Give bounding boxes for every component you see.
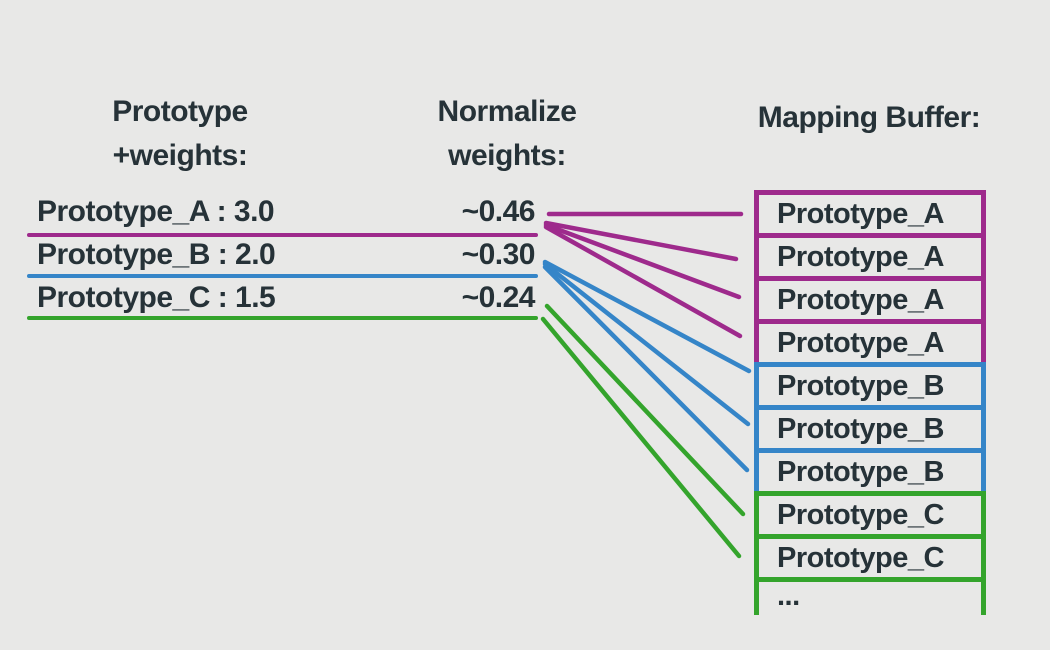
weight-row: Prototype_A : 3.0 ~0.46: [27, 194, 538, 230]
normalize-weights-heading-line1: Normalize: [437, 95, 577, 128]
buffer-row-label: Prototype_A: [777, 197, 944, 230]
prototype-weights-heading: Prototype +weights:: [40, 90, 320, 178]
weight-underline: [27, 274, 538, 278]
buffer-row-label: Prototype_A: [777, 283, 944, 316]
weight-label: Prototype_C : 1.5: [37, 281, 276, 314]
connection-line: [540, 316, 742, 559]
prototype-weights-heading-line1: Prototype: [112, 95, 248, 128]
weight-underline: [27, 316, 538, 320]
buffer-row-label: Prototype_B: [777, 412, 944, 445]
buffer-row: Prototype_C: [754, 534, 986, 577]
buffer-row-ellipsis: ...: [754, 577, 986, 615]
prototype-weights-heading-line2: +weights:: [112, 139, 248, 172]
buffer-row: Prototype_A: [754, 319, 986, 362]
weight-normalized-value: ~0.30: [461, 238, 536, 271]
weight-row: Prototype_B : 2.0 ~0.30: [27, 237, 538, 273]
connection-line: [543, 220, 739, 262]
mapping-buffer: Prototype_A Prototype_A Prototype_A Prot…: [754, 190, 986, 615]
connection-line: [542, 261, 751, 427]
normalize-weights-heading-line2: weights:: [448, 139, 566, 172]
weight-normalized-value: ~0.46: [461, 195, 536, 228]
connection-line: [543, 222, 742, 300]
buffer-row: Prototype_B: [754, 448, 986, 491]
connection-line: [542, 264, 750, 473]
buffer-row: Prototype_B: [754, 362, 986, 405]
connection-line: [543, 224, 743, 339]
buffer-row-label: ...: [777, 580, 800, 612]
weight-label: Prototype_B : 2.0: [37, 238, 276, 271]
buffer-row: Prototype_A: [754, 276, 986, 319]
buffer-row-label: Prototype_A: [777, 326, 944, 359]
normalize-weights-heading: Normalize weights:: [367, 90, 647, 178]
weight-underline: [27, 233, 538, 237]
buffer-row: Prototype_C: [754, 491, 986, 534]
weight-normalized-value: ~0.24: [461, 281, 536, 314]
buffer-row-label: Prototype_C: [777, 498, 944, 531]
buffer-row-label: Prototype_B: [777, 455, 944, 488]
weight-label: Prototype_A : 3.0: [37, 195, 275, 228]
weight-row: Prototype_C : 1.5 ~0.24: [27, 280, 538, 316]
mapping-buffer-heading: Mapping Buffer:: [757, 101, 981, 134]
buffer-row: Prototype_A: [754, 233, 986, 276]
buffer-row: Prototype_B: [754, 405, 986, 448]
buffer-row-label: Prototype_A: [777, 240, 944, 273]
buffer-row-label: Prototype_C: [777, 541, 944, 574]
connection-line: [544, 303, 746, 517]
buffer-row-label: Prototype_B: [777, 369, 944, 402]
buffer-row: Prototype_A: [754, 190, 986, 233]
connection-line: [542, 259, 752, 374]
